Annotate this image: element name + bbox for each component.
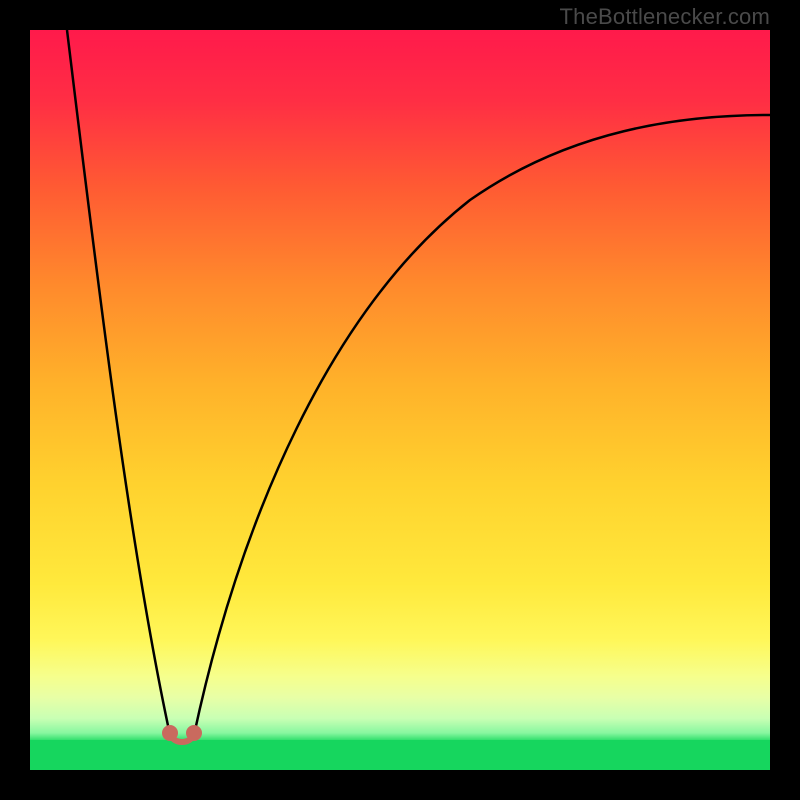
- green-band: [30, 740, 770, 770]
- chart-stage: TheBottlenecker.com: [0, 0, 800, 800]
- watermark-text: TheBottlenecker.com: [560, 4, 770, 30]
- heat-gradient: [30, 30, 770, 740]
